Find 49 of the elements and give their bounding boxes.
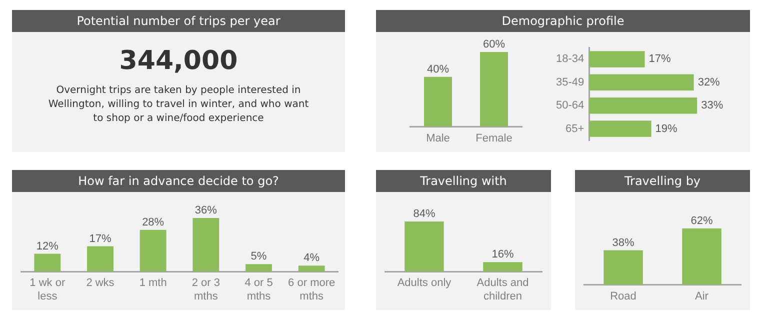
x-tick-label: 4 or 5 mths xyxy=(244,277,273,302)
data-label: 62% xyxy=(690,214,713,227)
data-label: 84% xyxy=(413,208,436,220)
data-label: 19% xyxy=(655,122,678,135)
bar xyxy=(192,218,220,272)
y-tick-label: 18-34 xyxy=(556,53,584,66)
data-label: 17% xyxy=(89,232,112,245)
data-label: 4% xyxy=(304,252,320,264)
data-label: 40% xyxy=(426,63,450,76)
data-label: 12% xyxy=(36,240,59,252)
y-tick-label: 65+ xyxy=(565,122,584,135)
bar xyxy=(589,97,698,114)
x-tick-label: Female xyxy=(476,132,512,144)
data-label: 5% xyxy=(250,250,267,263)
x-tick-label: Adults only xyxy=(397,277,452,290)
bar xyxy=(589,74,694,91)
bar xyxy=(87,246,114,272)
bar xyxy=(140,230,166,272)
x-tick-label: 1 mth xyxy=(139,277,167,290)
chart-title: Travelling by xyxy=(575,170,750,192)
x-tick-label: 1 wk or less xyxy=(30,277,66,302)
x-tick-label: Air xyxy=(695,290,709,302)
bar xyxy=(34,254,61,272)
data-label: 32% xyxy=(698,76,720,88)
x-tick-label: Male xyxy=(426,132,450,144)
bar xyxy=(589,51,645,68)
x-tick-label: 6 or more mths xyxy=(288,277,336,302)
data-label: 36% xyxy=(194,204,218,216)
text: Overnight trips are taken by people interested in Wellington, willing to travel in winter, and who want to shop or a wine/food experience xyxy=(47,84,310,126)
bar xyxy=(246,264,272,272)
data-label: 17% xyxy=(648,53,671,66)
text: 344,000 xyxy=(118,46,239,76)
y-tick-label: 35-49 xyxy=(556,76,584,88)
x-tick-label: Adults and children xyxy=(476,277,529,302)
data-label: 38% xyxy=(612,236,634,249)
y-tick-label: 50-64 xyxy=(556,100,584,112)
data-label: 60% xyxy=(482,38,506,51)
x-tick-label: 2 or 3 mths xyxy=(192,277,220,302)
data-label: 33% xyxy=(701,100,724,112)
chart-title: Travelling with xyxy=(376,170,551,192)
text: Demographic profile xyxy=(376,10,750,32)
text: Potential number of trips per year xyxy=(12,10,345,32)
data-label: 16% xyxy=(492,248,514,261)
x-tick-label: 2 wks xyxy=(86,277,115,290)
bar xyxy=(589,120,652,137)
x-tick-label: Road xyxy=(610,290,636,302)
bar xyxy=(298,266,325,272)
data-label: 28% xyxy=(142,216,164,228)
chart-title: How far in advance decide to go? xyxy=(12,170,345,192)
